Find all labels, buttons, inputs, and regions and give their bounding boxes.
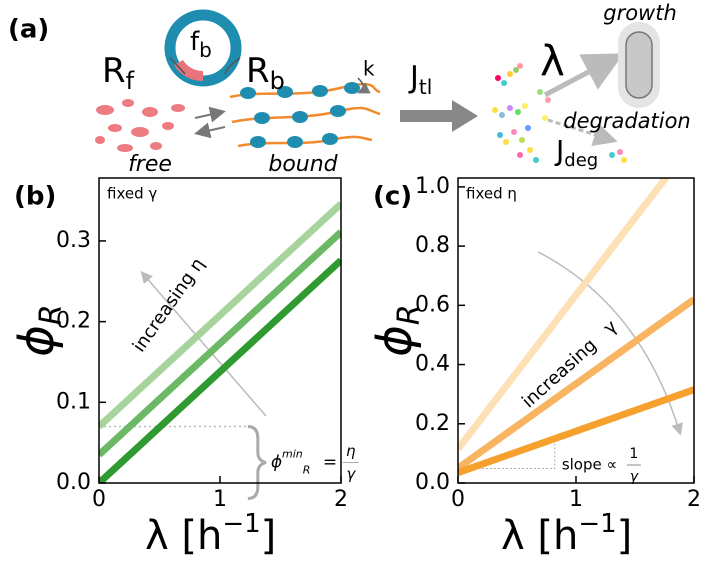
growth-label: growth: [603, 1, 677, 25]
ring-label: fb: [190, 27, 212, 62]
degradation-flux-part: deg: [564, 150, 598, 171]
formula-part: R: [303, 464, 311, 477]
y-tick-label: 0.4: [415, 352, 450, 377]
brace: [247, 425, 267, 501]
y-tick-label: 1.0: [415, 174, 450, 199]
plot-frame: [98, 177, 342, 484]
panel-label: (c): [373, 182, 412, 212]
series-line: [458, 296, 694, 472]
series-line: [458, 178, 671, 452]
free-pool: Rf: [102, 51, 135, 96]
series-line: [99, 229, 341, 458]
y-axis-label-part: R: [392, 304, 427, 325]
y-tick-label: 0.3: [56, 228, 91, 253]
bound-pool-part: R: [246, 51, 270, 91]
series-line: [99, 201, 341, 430]
x-tick-label: 1: [569, 487, 583, 512]
y-tick-label: 0.1: [56, 389, 91, 414]
y-tick-label: 0.8: [415, 233, 450, 258]
flux-label: Jtl: [408, 60, 432, 99]
formula: slope ∝: [562, 456, 617, 474]
x-axis-label-part: −1: [222, 509, 260, 539]
ring-label-part: f: [190, 27, 200, 57]
formula-den: γ: [346, 465, 356, 483]
ring-label-part: b: [199, 38, 212, 62]
degradation-flux-part: J: [554, 134, 564, 167]
y-axis-label-part: R: [34, 304, 69, 325]
series-line: [458, 386, 694, 476]
flux-label-part: J: [408, 60, 419, 95]
free-label: free: [128, 152, 172, 177]
y-axis-label: ϕR: [9, 304, 69, 357]
fixed-label: fixed η: [466, 185, 517, 203]
y-axis-label: ϕR: [367, 304, 427, 357]
y-tick-label: 0.0: [415, 470, 450, 495]
y-axis-label-part: ϕ: [367, 325, 423, 357]
x-axis-label-part: −1: [578, 509, 616, 539]
slope-guide: [469, 438, 556, 469]
formula-num: η: [346, 442, 356, 460]
degradation-flux: Jdeg: [554, 134, 598, 171]
y-tick-label: 0.6: [415, 292, 450, 317]
formula-num: 1: [629, 446, 638, 462]
bound-pool-part: b: [270, 67, 285, 95]
growth-symbol: λ: [540, 37, 565, 86]
x-axis-label-part: λ [h: [145, 513, 222, 559]
x-axis-label-part: ]: [617, 513, 633, 559]
trend-arrow: [140, 270, 267, 417]
panel-label: (a): [8, 15, 49, 45]
x-axis-label-part: λ [h: [501, 513, 578, 559]
free-pool-part: f: [126, 67, 135, 95]
y-tick-label: 0.2: [56, 309, 91, 334]
y-tick-label: 0.0: [56, 470, 91, 495]
series-line: [99, 257, 341, 483]
formula-den: γ: [630, 469, 639, 485]
x-tick-label: 0: [451, 487, 465, 512]
schematic: [95, 9, 660, 163]
formula-part: min: [282, 448, 303, 461]
formula-eq: =: [323, 453, 337, 473]
bound-label: bound: [268, 152, 338, 177]
flux-label-part: tl: [419, 75, 432, 99]
y-tick-label: 0.2: [415, 411, 450, 436]
plot-frame: [457, 177, 695, 484]
rate-label: k: [363, 57, 375, 81]
formula: ϕminR: [271, 448, 311, 477]
formula-part: ϕ: [271, 453, 282, 473]
x-axis-label: λ [h−1]: [501, 509, 632, 560]
x-axis-label-part: ]: [261, 513, 277, 559]
x-tick-label: 2: [334, 487, 348, 512]
degradation-label: degradation: [563, 109, 691, 133]
x-tick-label: 1: [213, 487, 227, 512]
x-tick-label: 0: [92, 487, 106, 512]
fixed-label: fixed γ: [107, 185, 157, 203]
free-pool-part: R: [102, 51, 126, 91]
y-axis-label-part: ϕ: [9, 325, 65, 357]
panel-label: (b): [14, 182, 56, 212]
bound-pool: Rb: [246, 51, 285, 96]
x-tick-label: 2: [687, 487, 701, 512]
x-axis-label: λ [h−1]: [145, 509, 276, 560]
